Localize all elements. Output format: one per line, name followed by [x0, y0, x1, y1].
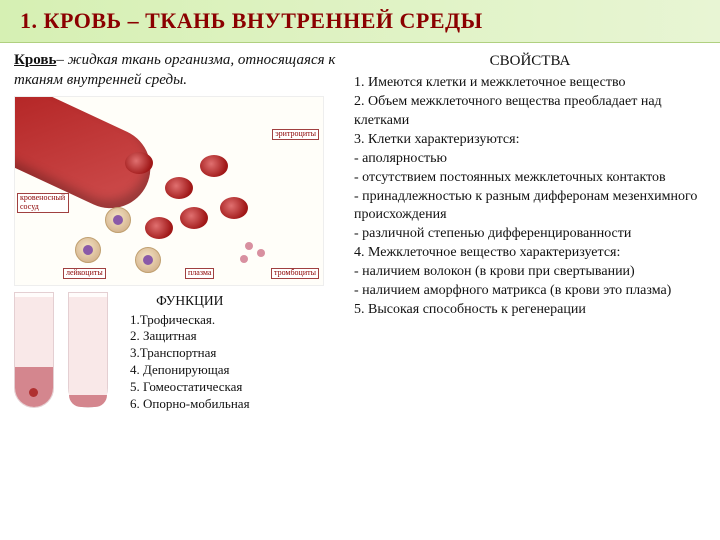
test-tube-icon: [68, 292, 108, 408]
definition-body: – жидкая ткань организма, относящаяся к …: [14, 52, 335, 88]
properties-title: СВОЙСТВА: [354, 51, 706, 71]
diagram-label-plasma: плазма: [185, 268, 214, 279]
erythrocyte-icon: [220, 197, 248, 219]
platelet-icon: [257, 249, 265, 257]
functions-title: ФУНКЦИИ: [130, 292, 250, 310]
test-tube-icon: [14, 292, 54, 408]
properties-line: 1. Имеются клетки и межклеточное веществ…: [354, 74, 706, 93]
properties-line: - отсутствием постоянных межклеточных ко…: [354, 169, 706, 188]
properties-line: - различной степенью дифференцированност…: [354, 225, 706, 244]
properties-column: СВОЙСТВА 1. Имеются клетки и межклеточно…: [354, 51, 706, 412]
erythrocyte-icon: [200, 155, 228, 177]
test-tubes-area: ФУНКЦИИ 1.Трофическая. 2. Защитная 3.Тра…: [14, 292, 324, 412]
platelet-icon: [245, 242, 253, 250]
plasma-layer: [69, 297, 107, 395]
slide-content: Кровь– жидкая ткань организма, относящая…: [0, 43, 720, 412]
plasma-layer: [15, 297, 53, 367]
properties-line: - аполярностью: [354, 150, 706, 169]
properties-line: 5. Высокая способность к регенерации: [354, 301, 706, 320]
erythrocyte-icon: [145, 217, 173, 239]
definition-text: Кровь– жидкая ткань организма, относящая…: [14, 51, 344, 90]
functions-item: 5. Гомеостатическая: [130, 379, 250, 396]
properties-line: 2. Объем межклеточного вещества преоблад…: [354, 93, 706, 131]
diagram-label-platelets: тромбоциты: [271, 268, 319, 279]
definition-term: Кровь: [14, 52, 56, 68]
platelet-icon: [240, 255, 248, 263]
properties-line: - наличием аморфного матрикса (в крови э…: [354, 282, 706, 301]
slide-title: 1. КРОВЬ – ТКАНЬ ВНУТРЕННЕЙ СРЕДЫ: [20, 8, 700, 34]
leukocyte-icon: [105, 207, 131, 233]
functions-block: ФУНКЦИИ 1.Трофическая. 2. Защитная 3.Тра…: [130, 292, 250, 413]
functions-item: 1.Трофическая.: [130, 312, 250, 329]
properties-line: - наличием волокон (в крови при свертыва…: [354, 263, 706, 282]
leukocyte-icon: [75, 237, 101, 263]
functions-item: 2. Защитная: [130, 328, 250, 345]
erythrocyte-icon: [180, 207, 208, 229]
functions-item: 3.Транспортная: [130, 345, 250, 362]
functions-item: 4. Депонирующая: [130, 362, 250, 379]
erythrocyte-icon: [165, 177, 193, 199]
cells-layer: [15, 367, 53, 407]
blood-diagram: эритроциты кровеносный сосуд лейкоциты п…: [14, 96, 324, 286]
functions-item: 6. Опорно-мобильная: [130, 396, 250, 413]
diagram-label-vessel: кровеносный сосуд: [17, 193, 69, 213]
properties-line: 3. Клетки характеризуются:: [354, 131, 706, 150]
erythrocyte-icon: [125, 152, 153, 174]
properties-line: - принадлежностью к разным дифферонам ме…: [354, 188, 706, 226]
leukocyte-icon: [135, 247, 161, 273]
diagram-label-leukocytes: лейкоциты: [63, 268, 106, 279]
cells-layer: [69, 395, 107, 407]
diagram-label-erythrocytes: эритроциты: [272, 129, 319, 140]
properties-line: 4. Межклеточное вещество характеризуется…: [354, 244, 706, 263]
left-column: Кровь– жидкая ткань организма, относящая…: [14, 51, 344, 412]
slide-header: 1. КРОВЬ – ТКАНЬ ВНУТРЕННЕЙ СРЕДЫ: [0, 0, 720, 43]
